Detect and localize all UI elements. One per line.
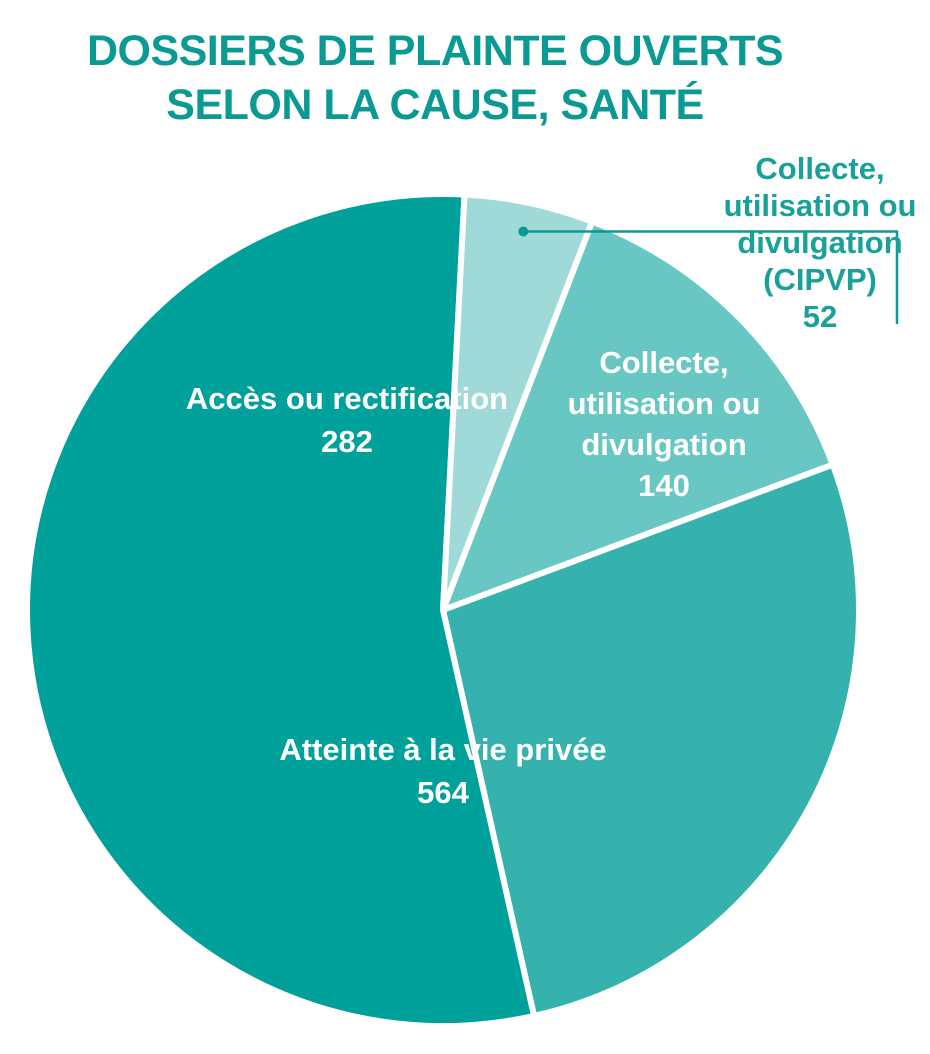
chart-title-line-2: SELON LA CAUSE, SANTÉ [166, 81, 704, 129]
slice-label-4-line-5: 52 [803, 299, 837, 334]
slice-label-4-line-1: Collecte, [755, 151, 884, 186]
slice-label-4-line-4: (CIPVP) [763, 262, 877, 297]
slice-label-1-line-4: 140 [638, 468, 690, 503]
slice-label-3-line-1: Atteinte à la vie privée [279, 732, 606, 767]
slice-label-4: Collecte, utilisation ou divulgation (CIPVP… [724, 151, 917, 334]
callout-line [523, 230, 899, 324]
slice-label-4-line-3: divulgation [737, 225, 902, 260]
slice-labels: Collecte, utilisation ou divulgation 140Acc… [186, 151, 917, 810]
pie-slice-2 [440, 461, 862, 1019]
pie-slice-4 [440, 191, 596, 613]
chart-title-line-1: DOSSIERS DE PLAINTE OUVERTS [86, 27, 784, 75]
slice-label-1: Collecte, utilisation ou divulgation 140 [568, 345, 761, 503]
pie-slice-1 [440, 218, 836, 613]
slice-label-1-line-1: Collecte, [599, 345, 728, 380]
slice-label-4-line-2: utilisation ou [724, 188, 917, 223]
slice-label-2-line-1: Accès ou rectification [186, 381, 508, 416]
slice-label-1-line-3: divulgation [581, 427, 746, 462]
slice-label-1-line-2: utilisation ou [568, 386, 761, 421]
chart-title: DOSSIERS DE PLAINTE OUVERTS SELON LA CAU… [0, 24, 870, 132]
slice-label-2-line-2: 282 [321, 424, 373, 459]
callout-leader [518, 226, 899, 324]
slice-label-3: Atteinte à la vie privée 564 [279, 732, 606, 810]
slice-label-3-line-2: 564 [417, 775, 469, 810]
pie-slices [24, 191, 862, 1029]
pie-slice-3 [24, 191, 538, 1029]
slice-label-2: Accès ou rectification 282 [186, 381, 508, 459]
